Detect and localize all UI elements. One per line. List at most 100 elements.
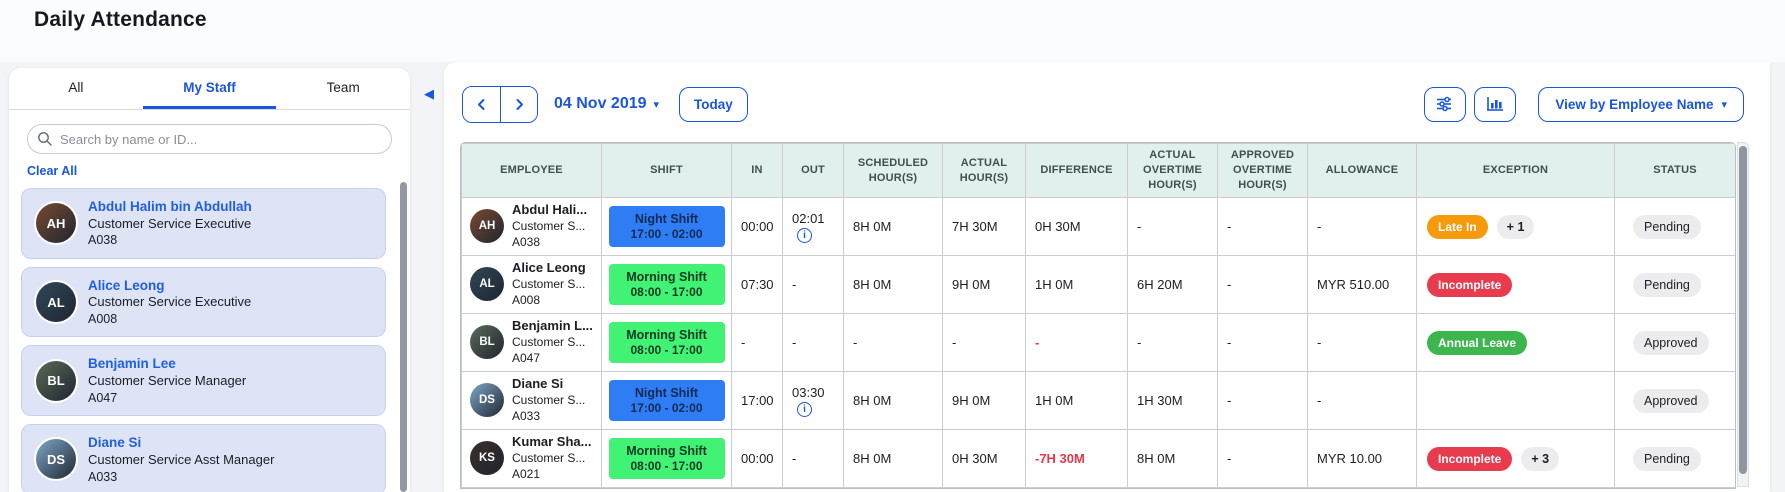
chevron-down-icon: ▾ xyxy=(653,98,660,111)
difference-cell: -7H 30M xyxy=(1025,429,1128,488)
shift-cell: Night Shift 17:00 - 02:00 xyxy=(601,197,732,256)
scheduled-hours-cell: - xyxy=(843,313,943,372)
staff-card[interactable]: AH Abdul Halim bin Abdullah Customer Ser… xyxy=(21,188,386,259)
tab-all[interactable]: All xyxy=(68,79,84,95)
exception-more-badge[interactable]: + 3 xyxy=(1521,446,1560,471)
employee-title: Customer S... xyxy=(512,277,586,292)
column-header: STATUS xyxy=(1614,143,1735,198)
column-header: ACTUAL HOUR(S) xyxy=(942,143,1026,198)
staff-card[interactable]: BL Benjamin Lee Customer Service Manager… xyxy=(21,345,386,417)
staff-card[interactable]: AL Alice Leong Customer Service Executiv… xyxy=(21,266,386,338)
allowance-cell: MYR 510.00 xyxy=(1307,255,1417,314)
staff-name: Alice Leong xyxy=(88,277,165,293)
exception-cell xyxy=(1416,371,1615,430)
shift-badge: Night Shift 17:00 - 02:00 xyxy=(608,205,725,248)
exception-badge: Late In xyxy=(1427,214,1488,239)
table-row[interactable]: KS Kumar Sha... Customer S... A021 Morni… xyxy=(461,429,1735,488)
employee-id: A008 xyxy=(512,292,541,307)
info-icon[interactable]: i xyxy=(797,227,812,243)
employee-id: A047 xyxy=(512,350,541,365)
chevron-left-icon xyxy=(478,98,485,110)
shift-badge: Morning Shift 08:00 - 17:00 xyxy=(608,437,725,480)
filter-settings-button[interactable] xyxy=(1424,86,1467,122)
info-icon[interactable]: i xyxy=(797,401,812,417)
staff-id: A038 xyxy=(88,233,118,248)
staff-card[interactable]: DS Diane Si Customer Service Asst Manage… xyxy=(21,424,386,492)
avatar: KS xyxy=(470,441,504,476)
shift-badge: Night Shift 17:00 - 02:00 xyxy=(608,379,725,422)
staff-title: Customer Service Asst Manager xyxy=(88,451,275,467)
in-cell: 17:00 xyxy=(731,371,783,430)
employee-name: Benjamin L... xyxy=(512,318,593,334)
status-cell: Pending xyxy=(1614,255,1735,314)
exception-more-badge[interactable]: + 1 xyxy=(1496,214,1535,239)
employee-cell: AH Abdul Hali... Customer S... A038 xyxy=(461,197,602,256)
clear-all-link[interactable]: Clear All xyxy=(27,164,78,178)
sidebar-tabs: All My Staff Team xyxy=(9,68,410,110)
table-scrollbar-thumb[interactable] xyxy=(1739,146,1747,474)
status-badge: Approved xyxy=(1633,389,1709,413)
avatar: BL xyxy=(36,360,76,401)
actual-overtime-cell: 8H 0M xyxy=(1127,429,1218,488)
tab-team[interactable]: Team xyxy=(326,79,360,95)
staff-id: A033 xyxy=(88,469,118,484)
actual-overtime-cell: - xyxy=(1127,313,1218,372)
allowance-cell: - xyxy=(1307,197,1417,256)
difference-cell: - xyxy=(1025,313,1128,372)
employee-name: Abdul Hali... xyxy=(512,202,588,218)
search-icon xyxy=(38,132,52,146)
scheduled-hours-cell: 8H 0M xyxy=(843,371,943,430)
view-by-dropdown[interactable]: View by Employee Name ▾ xyxy=(1538,86,1744,122)
today-button[interactable]: Today xyxy=(679,86,748,122)
actual-hours-cell: 9H 0M xyxy=(942,371,1026,430)
chart-view-button[interactable] xyxy=(1474,86,1517,122)
table-row[interactable]: AH Abdul Hali... Customer S... A038 Nigh… xyxy=(461,197,1735,256)
next-day-button[interactable] xyxy=(500,86,537,122)
column-header: DIFFERENCE xyxy=(1025,143,1128,198)
actual-hours-cell: 9H 0M xyxy=(942,255,1026,314)
sidebar-scrollbar[interactable] xyxy=(400,182,407,492)
page-title: Daily Attendance xyxy=(34,8,207,31)
employee-cell: KS Kumar Sha... Customer S... A021 xyxy=(461,429,602,488)
difference-cell: 1H 0M xyxy=(1025,255,1128,314)
sliders-icon xyxy=(1437,96,1452,112)
employee-title: Customer S... xyxy=(512,335,586,350)
table-scrollbar-track[interactable] xyxy=(1737,142,1749,487)
date-picker[interactable]: 04 Nov 2019 ▾ xyxy=(554,95,659,113)
exception-badge: Incomplete xyxy=(1427,446,1513,471)
staff-name: Benjamin Lee xyxy=(88,356,176,372)
shift-badge: Morning Shift 08:00 - 17:00 xyxy=(608,263,725,306)
previous-day-button[interactable] xyxy=(463,86,500,122)
actual-overtime-cell: - xyxy=(1127,197,1218,256)
employee-cell: AL Alice Leong Customer S... A008 xyxy=(461,255,602,314)
avatar: DS xyxy=(470,383,504,418)
table-header-row: EMPLOYEE SHIFT IN OUT SCHEDULED HOUR(S) ACTUA… xyxy=(461,143,1735,198)
table-row[interactable]: DS Diane Si Customer S... A033 Night Shi… xyxy=(461,371,1735,430)
employee-title: Customer S... xyxy=(512,451,586,466)
staff-id: A008 xyxy=(88,312,118,327)
staff-title: Customer Service Manager xyxy=(88,372,247,388)
chevron-right-icon xyxy=(516,98,523,110)
attendance-table-wrap: EMPLOYEE SHIFT IN OUT SCHEDULED HOUR(S) ACTUA… xyxy=(460,142,1749,489)
actual-hours-cell: 0H 30M xyxy=(942,429,1026,488)
in-cell: 00:00 xyxy=(731,197,783,256)
actual-hours-cell: 7H 30M xyxy=(942,197,1026,256)
shift-badge: Morning Shift 08:00 - 17:00 xyxy=(608,321,725,364)
status-badge: Pending xyxy=(1633,273,1701,297)
table-row[interactable]: BL Benjamin L... Customer S... A047 Morn… xyxy=(461,313,1735,372)
search-input[interactable] xyxy=(27,124,392,154)
employee-id: A021 xyxy=(512,466,541,481)
column-header: EMPLOYEE xyxy=(461,143,602,198)
staff-title: Customer Service Executive xyxy=(88,294,252,310)
employee-cell: DS Diane Si Customer S... A033 xyxy=(461,371,602,430)
staff-id: A047 xyxy=(88,390,118,405)
status-badge: Pending xyxy=(1633,215,1701,239)
table-row[interactable]: AL Alice Leong Customer S... A008 Mornin… xyxy=(461,255,1735,314)
collapse-sidebar-icon[interactable]: ◀ xyxy=(424,86,434,101)
attendance-table: EMPLOYEE SHIFT IN OUT SCHEDULED HOUR(S) ACTUA… xyxy=(461,143,1735,488)
staff-list: AH Abdul Halim bin Abdullah Customer Ser… xyxy=(9,186,410,492)
employee-id: A033 xyxy=(512,408,541,423)
tab-my-staff[interactable]: My Staff xyxy=(142,68,277,109)
column-header: APPROVED OVERTIME HOUR(S) xyxy=(1217,143,1308,198)
avatar: BL xyxy=(470,325,504,360)
